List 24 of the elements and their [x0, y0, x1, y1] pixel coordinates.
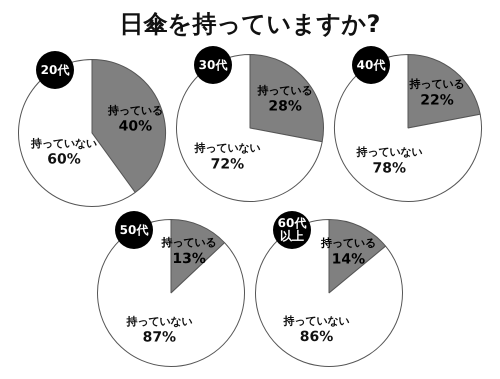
chart-title: 30代	[194, 46, 232, 84]
text: 日傘を持っていますか?	[118, 9, 382, 40]
slice-label: 持っている	[408, 78, 465, 91]
chart-title: 50代	[115, 211, 153, 249]
slice-label: 持っていない	[193, 142, 260, 155]
data-label: 87%	[142, 330, 176, 346]
slice-label: 持っていない	[282, 314, 350, 328]
data-label: 22%	[420, 92, 454, 109]
data-label: 78%	[372, 160, 406, 176]
data-label: 13%	[172, 250, 206, 267]
data-label: 86%	[300, 329, 334, 346]
slice-label: 持っていない	[355, 146, 422, 159]
slice-label: 持っている	[106, 104, 163, 117]
chart-title: 40代	[352, 46, 390, 84]
slice-label: 持っていない	[125, 314, 192, 328]
chart-title: 60代以上	[273, 211, 311, 249]
data-label: 40%	[118, 118, 152, 135]
data-label: 60%	[47, 152, 81, 168]
chart-title: 20代	[36, 51, 74, 89]
data-label: 28%	[268, 98, 302, 115]
data-label: 72%	[210, 156, 244, 172]
slice-label: 持っている	[256, 84, 313, 97]
slice-label: 持っていない	[30, 136, 98, 150]
data-label: 14%	[332, 251, 366, 268]
